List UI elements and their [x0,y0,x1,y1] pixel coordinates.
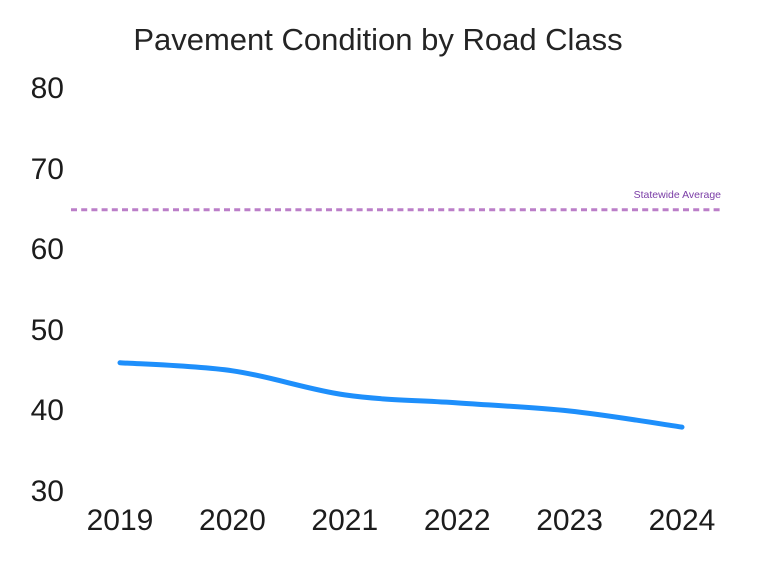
y-tick-label: 60 [30,233,64,266]
y-tick-label: 80 [30,72,64,105]
y-tick-label: 70 [30,152,64,186]
y-tick-label: 50 [30,313,64,347]
y-tick-label: 30 [30,474,64,508]
x-tick-label: 2021 [311,504,379,537]
x-tick-label: 2020 [199,504,266,537]
statewide-average-label: Statewide Average [633,189,721,201]
road-class-series-line [117,360,685,430]
x-tick-label: 2024 [648,504,716,537]
chart-title: Pavement Condition by Road Class [133,22,623,57]
y-tick-label: 40 [30,394,64,427]
x-tick-label: 2023 [536,504,603,537]
x-tick-label: 2022 [423,504,491,537]
x-tick-label: 2019 [86,504,154,537]
